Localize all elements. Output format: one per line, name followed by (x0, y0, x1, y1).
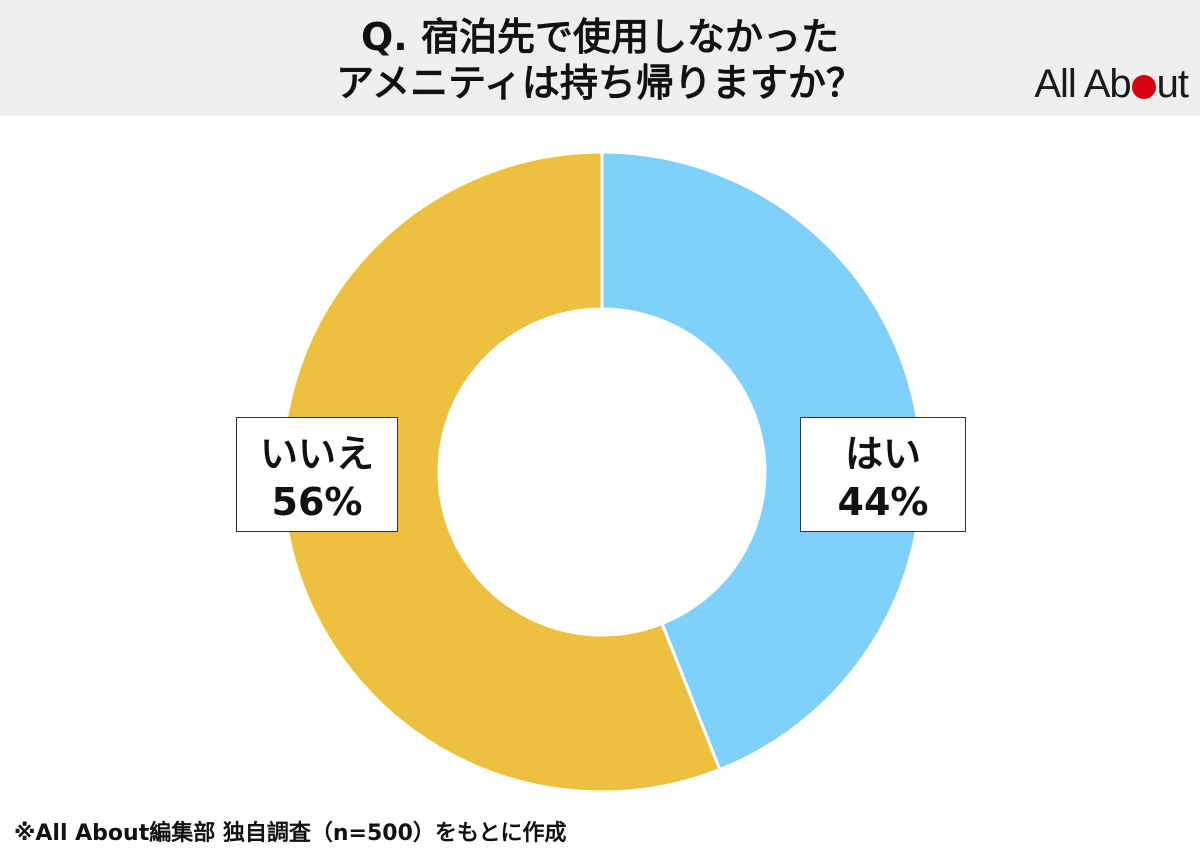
logo-text-left: All Ab (1034, 62, 1131, 106)
label-yes-value: 44% (837, 480, 929, 524)
logo-red-dot-icon (1131, 74, 1156, 99)
slice-yes (600, 150, 924, 772)
label-yes-name: はい (844, 432, 921, 476)
source-footnote: ※All About編集部 独自調査（n=500）をもとに作成 (14, 821, 567, 846)
label-yes: はい 44% (800, 417, 966, 532)
title-banner: Q. 宿泊先で使用しなかった アメニティは持ち帰りますか？ All Ab ut (0, 0, 1200, 116)
title-line-2: アメニティは持ち帰りますか？ (336, 61, 864, 105)
label-no-value: 56% (271, 480, 363, 524)
chart-title: Q. 宿泊先で使用しなかった アメニティは持ち帰りますか？ (0, 14, 1200, 106)
label-no: いいえ 56% (236, 417, 398, 532)
logo-text-right: ut (1156, 62, 1189, 106)
donut-slices (280, 150, 924, 794)
title-line-1: Q. 宿泊先で使用しなかった (361, 15, 839, 59)
slice-no (280, 150, 722, 794)
label-no-name: いいえ (259, 432, 374, 476)
all-about-logo: All Ab ut (1034, 62, 1189, 107)
